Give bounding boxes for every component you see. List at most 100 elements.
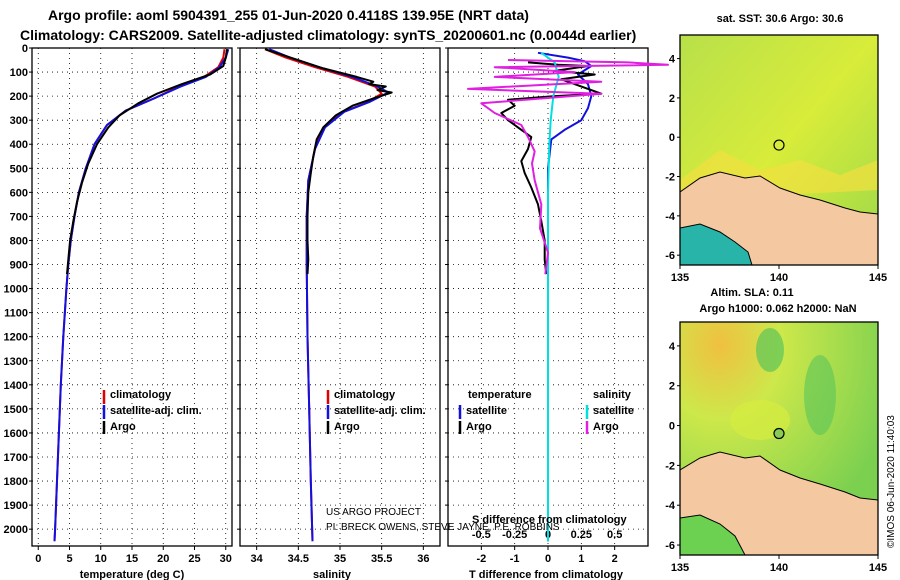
sla-map bbox=[680, 322, 878, 555]
sla-coast-land bbox=[680, 451, 878, 555]
x-tick-label: 36 bbox=[417, 553, 429, 565]
y-tick-label: 500 bbox=[10, 163, 28, 175]
legend-s-climatology: climatology bbox=[334, 389, 396, 401]
salinity-axis-label: salinity bbox=[313, 569, 352, 580]
map-y-tick-label: 0 bbox=[669, 421, 675, 433]
y-tick-label: 1400 bbox=[4, 380, 28, 392]
salinity-panel bbox=[239, 47, 441, 547]
legend-d-s-satellite: satellite bbox=[593, 405, 634, 417]
s-difference-axis-label: S difference from climatology bbox=[472, 514, 628, 526]
series-s-argo bbox=[467, 59, 669, 275]
y-tick-label: 200 bbox=[10, 91, 28, 103]
y-tick-label: 600 bbox=[10, 187, 28, 199]
series-t-argo bbox=[500, 61, 603, 275]
legend-d-temperature: temperature bbox=[468, 389, 532, 401]
x-tick-label: 34 bbox=[251, 553, 264, 565]
sla-argo-marker bbox=[773, 427, 785, 440]
y-tick-label: 1900 bbox=[4, 500, 28, 512]
y-tick-label: 1200 bbox=[4, 332, 28, 344]
sst-map-title: sat. SST: 30.6 Argo: 30.6 bbox=[717, 13, 844, 25]
map-y-tick-label: -2 bbox=[665, 460, 675, 472]
legend-d-t-argo: Argo bbox=[466, 421, 492, 433]
legend-s-argo: Argo bbox=[334, 421, 360, 433]
sst-teal-sea bbox=[680, 223, 753, 265]
map-y-tick-label: 2 bbox=[669, 381, 675, 393]
salinity-legend: climatology satellite-adj. clim. Argo bbox=[326, 389, 426, 434]
temperature-legend: climatology satellite-adj. clim. Argo bbox=[102, 389, 202, 434]
x-tick-label: 0 bbox=[35, 553, 41, 565]
map-y-tick-label: 4 bbox=[669, 54, 676, 66]
title-line-2: Climatology: CARS2009. Satellite-adjuste… bbox=[20, 27, 636, 43]
y-tick-label: 1800 bbox=[4, 476, 28, 488]
x-tick-label: 15 bbox=[126, 553, 138, 565]
map-y-tick-label: 4 bbox=[669, 341, 676, 353]
map-x-tick-label: 145 bbox=[869, 562, 887, 574]
x-tick-label: 34.5 bbox=[288, 553, 309, 565]
map-x-tick-label: 140 bbox=[770, 562, 788, 574]
y-tick-label: 1100 bbox=[4, 308, 28, 320]
legend-climatology: climatology bbox=[110, 389, 172, 401]
s-diff-tick-label: -0.25 bbox=[502, 529, 527, 541]
x-tick-label: 20 bbox=[157, 553, 169, 565]
legend-d-t-satellite: satellite bbox=[466, 405, 507, 417]
s-diff-tick-label: -0.5 bbox=[472, 529, 491, 541]
difference-legend: temperature satellite Argo salinity sate… bbox=[458, 389, 634, 434]
map-y-tick-label: -2 bbox=[665, 172, 675, 184]
series-argo bbox=[66, 49, 228, 275]
y-tick-label: 1000 bbox=[4, 284, 28, 296]
map-y-tick-label: 0 bbox=[669, 132, 675, 144]
s-diff-tick-label: 0.5 bbox=[607, 529, 622, 541]
credit-line-2: PI: BRECK OWENS, STEVE JAYNE, P.E. ROBBI… bbox=[326, 522, 560, 533]
x-tick-label: 35 bbox=[334, 553, 346, 565]
y-tick-label: 700 bbox=[10, 211, 28, 223]
map-x-tick-label: 140 bbox=[770, 272, 788, 284]
x-tick-label: -2 bbox=[476, 553, 486, 565]
t-difference-axis-label: T difference from climatology bbox=[469, 569, 624, 580]
credit-line-1: US ARGO PROJECT bbox=[326, 507, 421, 518]
x-tick-label: 25 bbox=[188, 553, 200, 565]
y-tick-label: 2000 bbox=[4, 524, 28, 536]
map-x-tick-label: 145 bbox=[869, 272, 887, 284]
series-t-satellite bbox=[537, 51, 593, 542]
series-climatology bbox=[264, 48, 383, 542]
legend-d-salinity: salinity bbox=[593, 389, 632, 401]
map-y-tick-label: -6 bbox=[665, 250, 675, 262]
s-diff-tick-label: 0.25 bbox=[571, 529, 592, 541]
x-tick-label: 35.5 bbox=[371, 553, 392, 565]
x-tick-label: 2 bbox=[612, 553, 618, 565]
y-tick-label: 800 bbox=[10, 235, 28, 247]
x-tick-label: 10 bbox=[95, 553, 107, 565]
sst-argo-marker bbox=[773, 139, 785, 151]
x-tick-label: 5 bbox=[66, 553, 72, 565]
sla-map-title: Altim. SLA: 0.11 bbox=[710, 287, 793, 299]
series-argo bbox=[264, 48, 393, 275]
y-tick-label: 0 bbox=[22, 43, 28, 55]
map-x-tick-label: 135 bbox=[671, 272, 689, 284]
temperature-axis-label: temperature (deg C) bbox=[80, 569, 185, 580]
sla-south-sea bbox=[680, 514, 746, 555]
x-tick-label: 0 bbox=[545, 553, 551, 565]
series-s-satellite bbox=[540, 51, 560, 542]
y-tick-label: 900 bbox=[10, 260, 28, 272]
title-line-1: Argo profile: aoml 5904391_255 01-Jun-20… bbox=[48, 7, 529, 23]
legend-d-s-argo: Argo bbox=[593, 421, 619, 433]
series-climatology bbox=[53, 49, 226, 542]
y-tick-label: 1700 bbox=[4, 452, 28, 464]
temperature-panel bbox=[31, 47, 233, 547]
y-tick-label: 1500 bbox=[4, 404, 28, 416]
legend-argo: Argo bbox=[110, 421, 136, 433]
y-tick-label: 400 bbox=[10, 139, 28, 151]
legend-satellite-adj: satellite-adj. clim. bbox=[110, 405, 202, 417]
y-tick-label: 100 bbox=[10, 67, 28, 79]
sla-green-patch-1 bbox=[756, 328, 784, 372]
legend-s-satellite-adj: satellite-adj. clim. bbox=[334, 405, 426, 417]
series-satellite-adj-clim- bbox=[53, 48, 230, 542]
x-tick-label: -1 bbox=[510, 553, 520, 565]
sst-map bbox=[680, 35, 878, 265]
map-y-tick-label: -6 bbox=[665, 540, 675, 552]
sla-map-subtitle: Argo h1000: 0.062 h2000: NaN bbox=[699, 303, 856, 315]
x-tick-label: 1 bbox=[578, 553, 584, 565]
map-x-tick-label: 135 bbox=[671, 562, 689, 574]
map-y-tick-label: 2 bbox=[669, 93, 675, 105]
